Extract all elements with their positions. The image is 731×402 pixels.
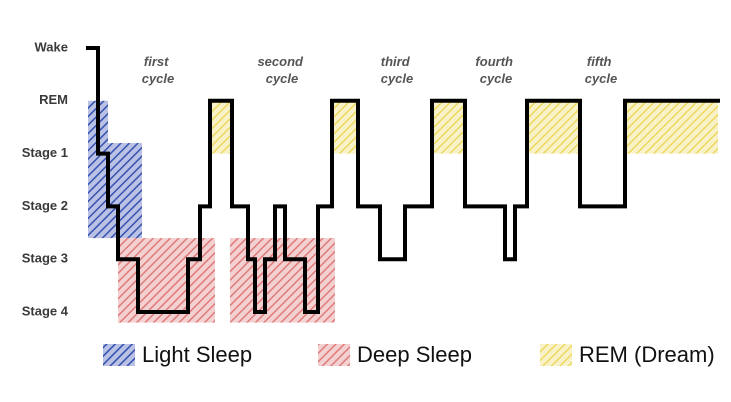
sleep-region (527, 100, 580, 154)
legend-swatch (540, 344, 572, 366)
cycle-annotation: first cycle (142, 54, 175, 86)
y-tick-label: Stage 2 (22, 198, 68, 213)
y-tick-label: Stage 4 (22, 303, 69, 318)
sleep-region (88, 100, 108, 239)
y-tick-label: Stage 1 (22, 145, 68, 160)
cycle-annotation: third cycle (381, 54, 414, 86)
y-tick-label: REM (39, 92, 68, 107)
sleep-region (108, 143, 142, 239)
sleep-region (625, 100, 718, 154)
cycle-annotation: fourth cycle (475, 54, 516, 86)
sleep-region (332, 100, 358, 154)
legend-swatch (318, 344, 350, 366)
sleep-region (432, 100, 465, 154)
sleep-region (210, 100, 232, 154)
cycle-annotation: second cycle (257, 54, 306, 86)
hypnogram-line (86, 46, 720, 314)
legend-swatch (103, 344, 135, 366)
y-tick-label: Stage 3 (22, 251, 68, 266)
legend-label: REM (Dream) (579, 342, 715, 367)
y-tick-label: Wake (35, 39, 68, 54)
cycle-annotation: fifth cycle (585, 54, 618, 86)
legend-label: Light Sleep (142, 342, 252, 367)
legend-label: Deep Sleep (357, 342, 472, 367)
